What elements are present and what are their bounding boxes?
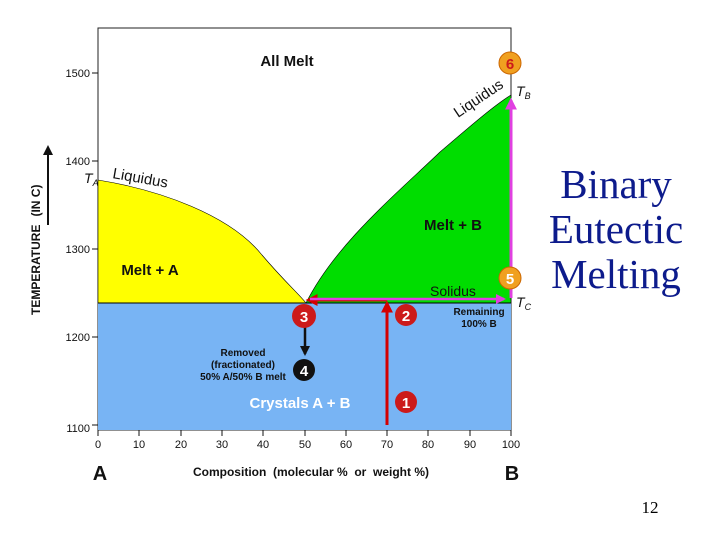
y-tick-1100: 1100 bbox=[66, 423, 90, 435]
remaining-note: Remaining 100% B bbox=[453, 307, 504, 330]
step-marker-4: 4 bbox=[293, 359, 315, 381]
step-marker-5: 5 bbox=[498, 266, 522, 290]
step-marker-6: 6 bbox=[498, 51, 522, 75]
svg-text:4: 4 bbox=[300, 363, 309, 380]
slide-title: Binary Eutectic Melting bbox=[536, 161, 696, 298]
svg-text:2: 2 bbox=[402, 308, 410, 325]
step-marker-1: 1 bbox=[395, 391, 417, 413]
svg-text:Removed: Removed bbox=[220, 348, 265, 359]
svg-text:5: 5 bbox=[506, 271, 514, 288]
slide-title-line-3: Melting bbox=[551, 251, 681, 298]
melt-a-region bbox=[97, 179, 307, 304]
x-tick-0: 0 bbox=[95, 439, 101, 451]
x-tick-20: 20 bbox=[175, 439, 187, 451]
step-marker-3: 3 bbox=[292, 304, 316, 328]
svg-text:3: 3 bbox=[300, 309, 308, 326]
y-axis-ticks: 1500 1400 1300 1200 1100 bbox=[66, 68, 98, 435]
x-tick-70: 70 bbox=[381, 439, 393, 451]
melt-b-label: Melt + B bbox=[424, 217, 482, 234]
step-marker-2: 2 bbox=[395, 304, 417, 326]
svg-text:100% B: 100% B bbox=[461, 319, 497, 330]
x-tick-100: 100 bbox=[502, 439, 520, 451]
x-tick-40: 40 bbox=[257, 439, 269, 451]
x-tick-80: 80 bbox=[422, 439, 434, 451]
svg-text:Remaining: Remaining bbox=[453, 307, 504, 318]
svg-text:6: 6 bbox=[506, 56, 514, 73]
slide-title-line-1: Binary bbox=[560, 161, 672, 207]
crystals-label: Crystals A + B bbox=[249, 395, 350, 412]
x-tick-90: 90 bbox=[464, 439, 476, 451]
y-axis-label-main: Temperature bbox=[29, 225, 43, 315]
melt-b-region bbox=[305, 94, 512, 304]
melt-a-label: Melt + A bbox=[121, 262, 179, 279]
y-tick-1500: 1500 bbox=[66, 68, 90, 80]
y-tick-1400: 1400 bbox=[66, 156, 90, 168]
x-tick-50: 50 bbox=[299, 439, 311, 451]
slide-title-line-2: Eutectic bbox=[548, 206, 684, 253]
removed-note: Removed (fractionated) 50% A/50% B melt bbox=[200, 348, 286, 383]
x-axis-label: Composition (molecular % or weight %) bbox=[193, 465, 429, 479]
solidus-label: Solidus bbox=[430, 283, 476, 299]
x-axis-end-b: B bbox=[505, 463, 519, 485]
page-number: 12 bbox=[641, 498, 659, 517]
tc-marker: TC bbox=[516, 294, 532, 312]
x-axis-ticks: 0 10 20 30 40 50 60 70 80 90 100 bbox=[95, 430, 520, 451]
x-tick-30: 30 bbox=[216, 439, 228, 451]
tb-marker: TB bbox=[516, 83, 531, 101]
svg-text:(fractionated): (fractionated) bbox=[211, 360, 275, 371]
all-melt-label: All Melt bbox=[260, 53, 313, 70]
y-axis-label-unit: (in C) bbox=[29, 185, 43, 217]
y-tick-1300: 1300 bbox=[66, 244, 90, 256]
y-axis-label: Temperature (in C) bbox=[29, 185, 43, 315]
y-tick-1200: 1200 bbox=[66, 332, 90, 344]
x-tick-60: 60 bbox=[340, 439, 352, 451]
svg-text:50% A/50% B melt: 50% A/50% B melt bbox=[200, 372, 286, 383]
ta-marker: TA bbox=[84, 170, 99, 188]
svg-text:Temperature(in C): Temperature (in C) bbox=[29, 185, 43, 315]
x-tick-10: 10 bbox=[133, 439, 145, 451]
svg-text:1: 1 bbox=[402, 395, 410, 412]
x-axis-end-a: A bbox=[93, 463, 107, 485]
